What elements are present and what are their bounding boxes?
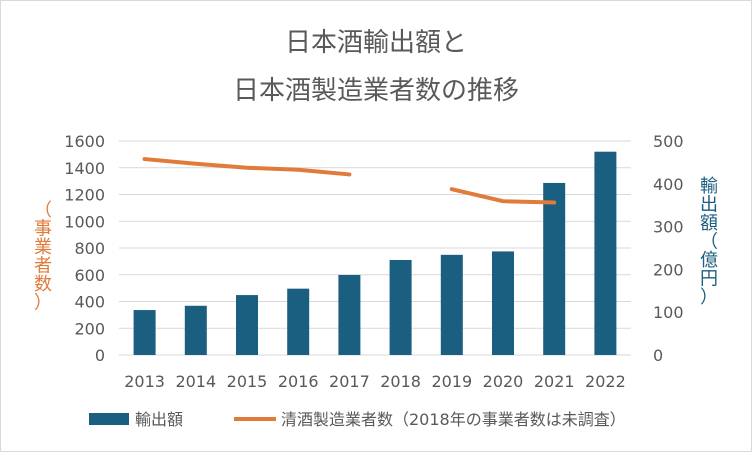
left-tick-label: 1400	[64, 159, 105, 178]
left-tick-label: 1000	[64, 212, 105, 231]
x-tick-label: 2013	[124, 372, 165, 391]
legend-label-makers: 清酒製造業者数（2018年の事業者数は未調査）	[281, 410, 626, 429]
bar	[134, 310, 156, 355]
left-tick-label: 200	[74, 319, 105, 338]
x-tick-label: 2018	[380, 372, 421, 391]
right-tick-label: 0	[653, 346, 663, 365]
bar	[287, 289, 309, 355]
line-series-segment	[452, 189, 554, 202]
bar	[338, 275, 360, 355]
left-axis-label-char: ）	[34, 293, 52, 314]
right-axis-label: 輸出額（億円）	[700, 176, 718, 308]
left-tick-label: 0	[95, 346, 105, 365]
legend-label-export: 輸出額	[135, 410, 183, 429]
axes: 0 200 400 600 800 1000 1200 1400 1600 0 100 200 300 4…	[64, 132, 683, 391]
line-series-segment	[145, 159, 350, 174]
left-axis-label: （事業者数）	[34, 200, 52, 314]
bar	[594, 152, 616, 355]
x-tick-label: 2016	[278, 372, 319, 391]
chart-title-line-1: 日本酒輸出額と	[285, 28, 467, 58]
x-tick-label: 2020	[483, 372, 524, 391]
bar	[441, 255, 463, 355]
left-tick-label: 1600	[64, 132, 105, 151]
left-tick-label: 1200	[64, 186, 105, 205]
left-tick-label: 400	[74, 293, 105, 312]
x-tick-label: 2015	[227, 372, 268, 391]
bar	[543, 183, 565, 355]
x-tick-label: 2014	[175, 372, 216, 391]
x-tick-label: 2021	[534, 372, 575, 391]
right-tick-label: 100	[653, 303, 684, 322]
legend: 輸出額 清酒製造業者数（2018年の事業者数は未調査）	[89, 410, 626, 429]
right-tick-label: 500	[653, 132, 684, 151]
x-tick-label: 2019	[431, 372, 472, 391]
bar	[492, 251, 514, 355]
x-tick-label: 2017	[329, 372, 370, 391]
bar	[236, 295, 258, 355]
bar	[185, 306, 207, 355]
left-tick-label: 600	[74, 266, 105, 285]
legend-swatch-export	[89, 413, 129, 425]
right-tick-label: 300	[653, 218, 684, 237]
right-tick-label: 400	[653, 175, 684, 194]
bar	[390, 260, 412, 355]
bar-series	[134, 152, 617, 355]
left-tick-label: 800	[74, 239, 105, 258]
right-axis-label-char: ）	[700, 287, 718, 308]
right-tick-label: 200	[653, 260, 684, 279]
line-series	[145, 159, 555, 203]
x-tick-label: 2022	[585, 372, 626, 391]
chart-title-line-2: 日本酒製造業者数の推移	[233, 76, 519, 106]
